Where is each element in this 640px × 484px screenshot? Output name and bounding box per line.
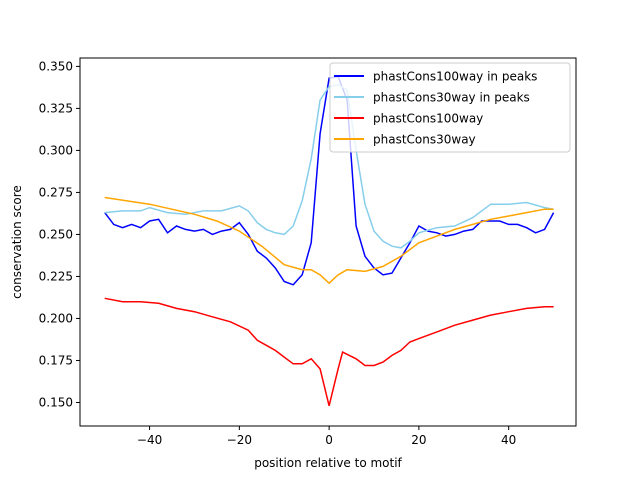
axes-frame <box>79 57 577 427</box>
series-lines <box>104 75 555 406</box>
series-line-0 <box>104 75 555 286</box>
series-line-1 <box>104 84 554 249</box>
x-axis-label: position relative to motif <box>254 456 402 470</box>
legend-label-1: phastCons30way in peaks <box>373 91 530 105</box>
x-tick-label: 40 <box>501 433 516 447</box>
x-ticks: −40 −20 0 20 40 <box>137 426 516 447</box>
y-tick-label: 0.225 <box>39 269 73 283</box>
y-tick-label: 0.325 <box>39 101 73 115</box>
y-tick-label: 0.250 <box>39 227 73 241</box>
x-tick-label: −40 <box>137 433 162 447</box>
y-tick-label: 0.175 <box>39 353 73 367</box>
y-tick-label: 0.150 <box>39 395 73 409</box>
legend: phastCons100way in peaks phastCons30way i… <box>329 62 571 153</box>
legend-label-3: phastCons30way <box>373 133 476 147</box>
x-tick-label: 0 <box>325 433 333 447</box>
y-tick-label: 0.275 <box>39 185 73 199</box>
y-tick-label: 0.200 <box>39 311 73 325</box>
y-tick-label: 0.300 <box>39 143 73 157</box>
legend-box <box>329 62 571 153</box>
y-tick-label: 0.350 <box>39 59 73 73</box>
x-tick-label: 20 <box>411 433 426 447</box>
y-ticks: 0.150 0.175 0.200 0.225 0.250 0.275 0.300 0.325… <box>39 59 80 409</box>
series-line-2 <box>104 297 554 406</box>
y-axis-label: conservation score <box>10 185 24 299</box>
series-line-3 <box>104 196 554 285</box>
x-tick-label: −20 <box>227 433 252 447</box>
legend-label-2: phastCons100way <box>373 112 483 126</box>
legend-label-0: phastCons100way in peaks <box>373 70 537 84</box>
